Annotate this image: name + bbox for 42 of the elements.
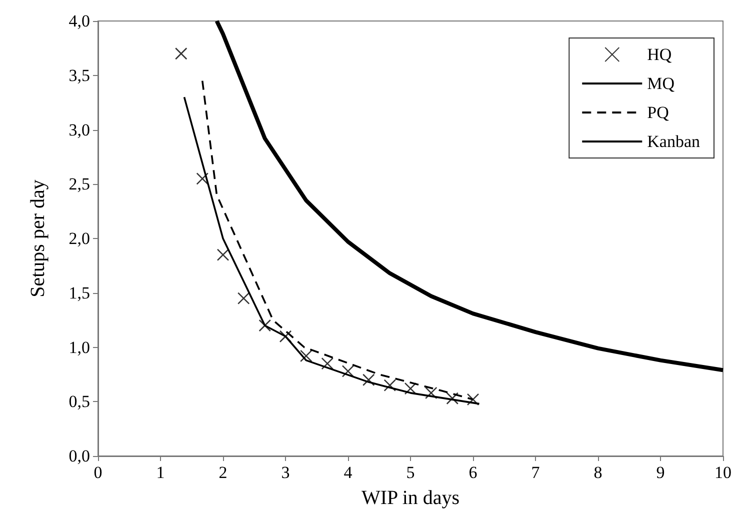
y-tick-label: 2,0 [68,229,90,248]
x-tick-label: 3 [281,463,290,482]
x-tick-label: 8 [594,463,602,482]
x-tick-label: 7 [531,463,540,482]
point [321,357,334,370]
point [279,330,292,343]
point [216,248,230,261]
point [342,365,354,378]
point [300,350,312,362]
x-tick-label: 5 [406,463,415,482]
legend-label: HQ [647,45,672,64]
x-tick-label: 10 [714,463,732,482]
point [196,172,209,185]
x-tick-label: 4 [344,463,353,482]
point [404,382,417,395]
point [446,392,459,405]
y-tick-label: 4,0 [68,12,90,30]
y-tick-label: 3,5 [68,66,90,85]
y-tick-label: 2,5 [68,174,90,194]
y-tick-label: 1,5 [68,283,90,302]
x-tick-label: 0 [94,463,102,482]
y-axis-title: Setups per day [27,180,49,298]
x-tick-label: 2 [218,463,228,482]
point [424,386,438,400]
point [384,379,396,392]
y-tick-label: 0,5 [68,392,90,412]
y-tick-label: 0,0 [68,446,90,466]
point [174,47,188,60]
x-tick-label: 6 [468,463,478,482]
y-tick-label: 3,0 [68,120,90,140]
legend-label: MQ [647,74,675,93]
point [466,393,480,406]
point [258,319,272,332]
point [362,374,375,386]
y-tick-label: 1,0 [68,338,90,357]
legend-label: Kanban [647,132,700,151]
x-tick-label: 9 [656,463,665,482]
x-tick-label: 1 [156,463,165,482]
point [237,292,250,304]
legend-label: PQ [647,103,669,122]
line-series [214,19,725,372]
x-axis-title: WIP in days [361,487,460,509]
